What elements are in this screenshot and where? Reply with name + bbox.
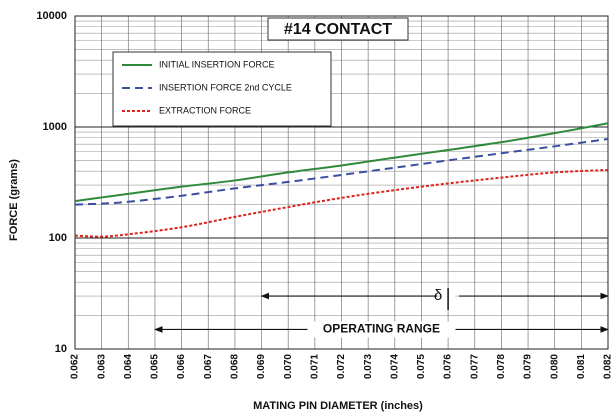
chart-title: #14 CONTACT	[284, 21, 392, 38]
y-tick-label: 10000	[36, 10, 67, 22]
x-tick-label: 0.071	[309, 354, 320, 379]
x-tick-label: 0.077	[469, 354, 480, 379]
x-tick-label: 0.066	[176, 354, 187, 379]
x-tick-label: 0.065	[150, 354, 161, 379]
series-line	[74, 122, 609, 203]
x-tick-label: 0.074	[389, 354, 400, 379]
x-axis-label: MATING PIN DIAMETER (inches)	[253, 400, 423, 412]
legend-label: EXTRACTION FORCE	[159, 105, 251, 115]
x-tick-label: 0.073	[363, 354, 374, 379]
series-line	[74, 137, 609, 206]
x-tick-label: 0.078	[496, 354, 507, 379]
series-line	[74, 168, 609, 238]
x-tick-label: 0.069	[256, 354, 267, 379]
x-tick-label: 0.064	[123, 354, 134, 379]
x-tick-label: 0.062	[70, 354, 81, 379]
y-axis-label: FORCE (grams)	[8, 159, 20, 241]
x-tick-label: 0.076	[443, 354, 454, 379]
x-tick-label: 0.067	[203, 354, 214, 379]
x-tick-label: 0.079	[523, 354, 534, 379]
x-tick-label: 0.075	[416, 354, 427, 379]
x-tick-label: 0.080	[549, 354, 560, 379]
x-tick-label: 0.063	[96, 354, 107, 379]
annotation-bg	[311, 321, 452, 338]
title-box	[267, 17, 409, 41]
x-tick-label: 0.072	[336, 354, 347, 379]
x-tick-label: 0.082	[603, 354, 611, 379]
x-tick-label: 0.070	[283, 354, 294, 379]
y-tick-label: 10	[55, 343, 67, 355]
annotation-text: OPERATING RANGE	[323, 322, 440, 336]
y-tick-label: 100	[49, 232, 67, 244]
annotation-text: δ	[434, 287, 442, 304]
y-tick-label: 1000	[43, 121, 67, 133]
legend-label: INSERTION FORCE 2nd CYCLE	[159, 82, 292, 92]
plot-frame	[74, 15, 609, 350]
legend-label: INITIAL INSERTION FORCE	[159, 59, 275, 69]
x-tick-label: 0.068	[230, 354, 241, 379]
x-tick-label: 0.081	[576, 354, 587, 379]
